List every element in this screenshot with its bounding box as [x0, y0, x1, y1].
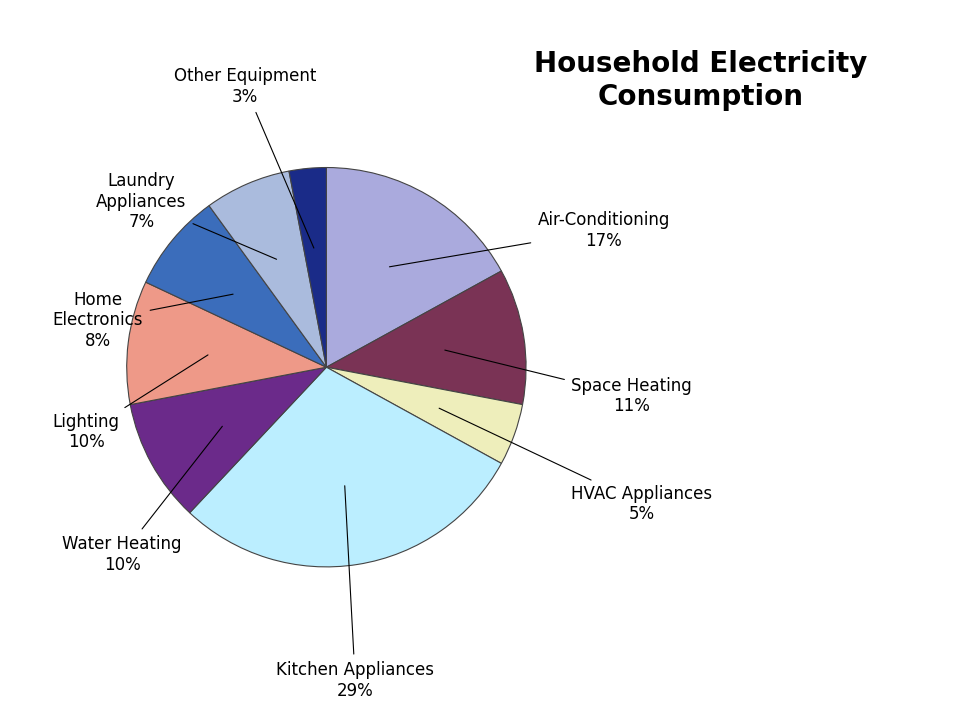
Text: Other Equipment
3%: Other Equipment 3%: [174, 67, 316, 248]
Text: HVAC Appliances
5%: HVAC Appliances 5%: [439, 408, 712, 523]
Text: Air-Conditioning
17%: Air-Conditioning 17%: [390, 211, 670, 267]
Wedge shape: [146, 206, 326, 367]
Text: Household Electricity
Consumption: Household Electricity Consumption: [534, 50, 868, 111]
Text: Lighting
10%: Lighting 10%: [53, 355, 208, 451]
Wedge shape: [127, 282, 326, 405]
Wedge shape: [190, 367, 501, 567]
Text: Home
Electronics
8%: Home Electronics 8%: [53, 291, 233, 350]
Wedge shape: [131, 367, 326, 513]
Text: Kitchen Appliances
29%: Kitchen Appliances 29%: [276, 486, 434, 700]
Wedge shape: [209, 171, 326, 367]
Wedge shape: [326, 367, 522, 464]
Wedge shape: [326, 271, 526, 405]
Text: Laundry
Appliances
7%: Laundry Appliances 7%: [96, 172, 276, 259]
Text: Water Heating
10%: Water Heating 10%: [62, 426, 223, 574]
Text: Space Heating
11%: Space Heating 11%: [444, 350, 692, 415]
Wedge shape: [289, 168, 326, 367]
Wedge shape: [326, 168, 501, 367]
